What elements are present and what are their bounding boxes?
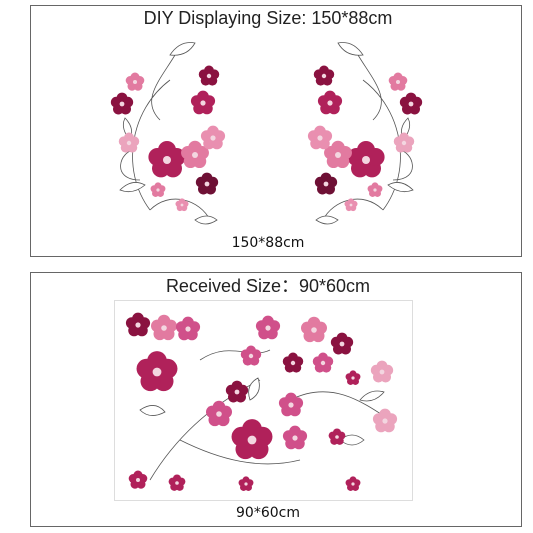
sticker-flowers	[125, 312, 398, 491]
top-panel	[30, 5, 522, 257]
right-flower-cluster	[307, 42, 423, 225]
left-flower-cluster	[110, 42, 226, 225]
bottom-caption: 90*60cm	[236, 505, 300, 521]
top-title: DIY Displaying Size: 150*88cm	[144, 8, 393, 28]
bottom-title: Received Size：90*60cm	[166, 276, 370, 296]
top-caption: 150*88cm	[232, 235, 305, 251]
